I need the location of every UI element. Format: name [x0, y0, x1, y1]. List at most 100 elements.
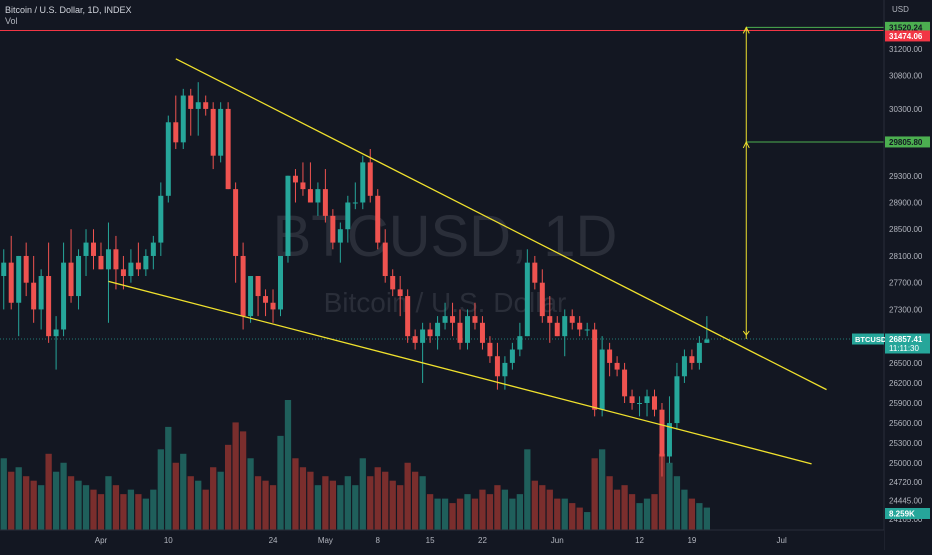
- candle-body: [547, 316, 553, 323]
- candle-body: [113, 249, 119, 270]
- volume-bar: [52, 471, 60, 530]
- candle-body: [105, 249, 111, 270]
- volume-bar: [539, 485, 546, 530]
- volume-bar: [277, 435, 284, 530]
- volume-bar: [449, 503, 456, 530]
- candle-body: [435, 322, 441, 337]
- volume-bar: [142, 498, 149, 530]
- candle-body: [233, 189, 239, 256]
- volume-bar: [120, 494, 127, 530]
- x-tick-label: Jul: [777, 536, 787, 545]
- volume-bar: [75, 480, 82, 530]
- candle-body: [322, 189, 328, 216]
- candle-body: [554, 322, 560, 337]
- volume-bar: [337, 485, 344, 530]
- volume-bar: [202, 489, 209, 530]
- candle-body: [8, 262, 14, 303]
- y-tick-label: 30800.00: [889, 71, 923, 80]
- volume-bar: [127, 489, 135, 530]
- candle-body: [502, 362, 508, 377]
- volume-bar: [471, 498, 479, 530]
- candle-body: [509, 349, 515, 363]
- candle-body: [240, 255, 246, 317]
- candle-body: [300, 182, 306, 190]
- candle-body: [479, 322, 485, 343]
- volume-bar: [673, 476, 681, 530]
- candle-body: [472, 316, 478, 323]
- candle-body: [599, 349, 605, 410]
- candle-body: [210, 108, 216, 156]
- volume-bar: [225, 444, 232, 530]
- volume-bar: [389, 480, 396, 530]
- candle-body: [68, 262, 74, 297]
- volume-bar: [441, 498, 449, 530]
- volume-bar: [531, 480, 538, 530]
- target-price-label: 29805.80: [889, 138, 923, 147]
- candle-body: [195, 102, 201, 109]
- resistance-price-label: 31474.06: [889, 32, 923, 41]
- y-tick-label: 28900.00: [889, 198, 923, 207]
- last-price-label: 26857.41: [889, 335, 923, 344]
- volume-bar: [479, 489, 486, 530]
- volume-last-badge: [885, 508, 930, 519]
- chart-title: Bitcoin / U.S. Dollar, 1D, INDEX: [5, 5, 132, 15]
- volume-bar: [636, 503, 643, 530]
- volume-bar: [135, 494, 142, 530]
- candle-body: [23, 255, 29, 283]
- candle-body: [652, 396, 657, 410]
- volume-bar: [314, 485, 322, 530]
- volume-bar: [239, 431, 247, 530]
- candle-body: [16, 255, 22, 303]
- candle-body: [158, 195, 164, 243]
- volume-bar: [621, 485, 628, 530]
- x-tick-label: 19: [687, 536, 696, 545]
- volume-bar: [397, 485, 404, 530]
- candle-body: [382, 242, 388, 277]
- resistance-price-badge: [885, 30, 930, 42]
- candle-body: [31, 282, 37, 310]
- volume-bar: [501, 489, 509, 530]
- volume-bar: [60, 462, 67, 530]
- volume-bar: [426, 494, 434, 530]
- volume-bar: [494, 485, 501, 530]
- volume-bar: [486, 494, 494, 530]
- volume-last-label: 8.259K: [889, 510, 915, 519]
- y-tick-label: 24165.00: [889, 515, 923, 524]
- candle-body: [91, 242, 96, 256]
- candle-body: [524, 262, 530, 337]
- volume-bar: [292, 458, 299, 530]
- candle-body: [592, 329, 598, 410]
- target-price-badge: [885, 136, 930, 148]
- volume-bar: [299, 467, 307, 530]
- volume-bar: [105, 476, 112, 530]
- candle-body: [569, 316, 575, 323]
- volume-bar: [643, 498, 651, 530]
- candle-body: [278, 255, 283, 310]
- volume-bar: [374, 467, 381, 530]
- volume-bar: [554, 498, 561, 530]
- projection-arrowhead: [742, 330, 750, 336]
- target-price-badge: [885, 21, 930, 33]
- candle-body: [180, 95, 186, 143]
- volume-bar: [187, 476, 194, 530]
- candle-body: [128, 262, 134, 277]
- volume-bar: [628, 494, 636, 530]
- candle-body: [420, 329, 426, 343]
- volume-bar: [90, 489, 97, 530]
- volume-bar: [344, 476, 351, 530]
- candle-body: [292, 175, 298, 183]
- y-tick-label: 26500.00: [889, 359, 923, 368]
- candle-body: [248, 276, 254, 317]
- volume-bar: [412, 471, 419, 530]
- volume-bar: [606, 476, 613, 530]
- candle-body: [465, 316, 470, 343]
- candle-body: [666, 423, 672, 457]
- candle-body: [614, 362, 620, 370]
- volume-bar: [67, 476, 75, 530]
- volume-bar: [658, 453, 666, 530]
- volume-bar: [180, 453, 187, 530]
- candle-body: [285, 175, 291, 256]
- volume-bar: [419, 476, 426, 530]
